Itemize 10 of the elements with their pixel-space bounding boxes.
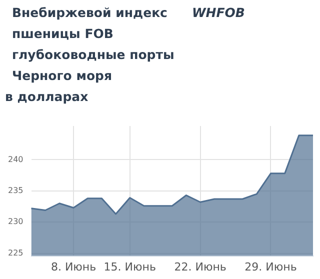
y-tick-label: 235 (8, 186, 24, 195)
chart-subtitle: WHFOB (192, 4, 245, 22)
y-tick-label: 230 (8, 217, 24, 226)
x-tick-label: 22. Июнь (174, 260, 226, 274)
y-tick-label: 240 (8, 154, 24, 164)
y-tick-label: 225 (8, 248, 24, 258)
x-tick-label: 15. Июнь (104, 260, 156, 274)
x-tick-label: 29. Июнь (244, 260, 297, 274)
x-tick-label: 8. Июнь (50, 260, 96, 274)
y-axis-title: в долларах (5, 88, 88, 106)
